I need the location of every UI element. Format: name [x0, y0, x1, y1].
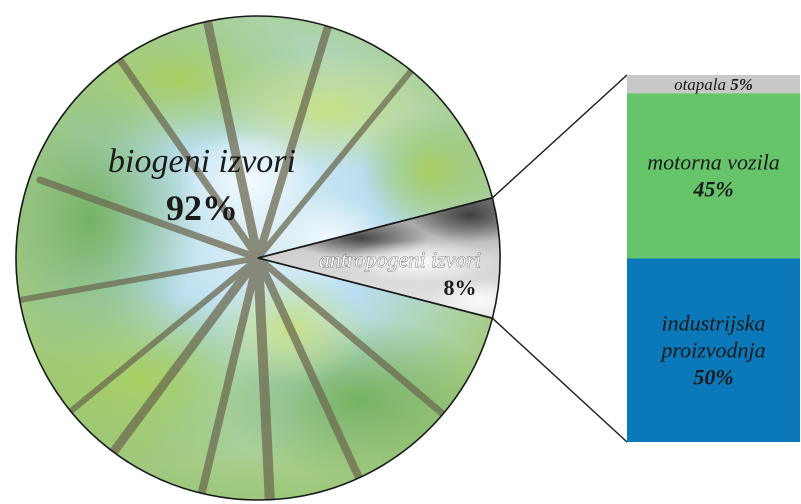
bar-segment-industrijska-proizvodnja: [627, 258, 800, 442]
bar-value-label: 50%: [693, 364, 733, 389]
connector-line-top: [491, 74, 628, 199]
connector-line-bottom: [491, 317, 628, 443]
pie-label-biogeni-izvori: biogeni izvori: [108, 143, 296, 180]
pie-value-biogeni-izvori: 92%: [166, 188, 238, 228]
bar-value-label: 45%: [692, 176, 733, 201]
pie-value-antropogeni-izvori: 8%: [444, 275, 477, 300]
bar-segment-otapala: [627, 75, 800, 94]
pie-label-antropogeni-izvori: antropogeni izvori: [319, 247, 481, 272]
pie-slice-outline: [257, 196, 501, 320]
bar-label-otapala: otapala 5%: [674, 75, 753, 94]
bar-label-line: proizvodnja: [659, 337, 765, 362]
pie-slice-outline: [15, 15, 494, 501]
bar-label-line: industrijska: [662, 310, 766, 335]
bar-segment-motorna-vozila: [627, 93, 800, 259]
bar-label-line: motorna vozila: [647, 149, 780, 174]
